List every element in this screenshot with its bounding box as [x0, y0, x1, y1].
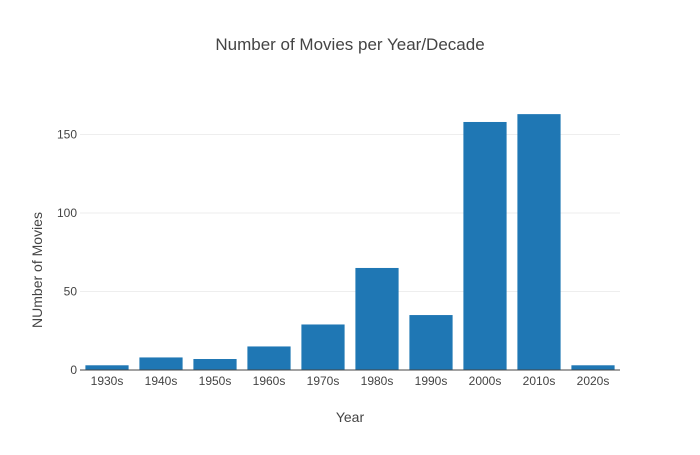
- bars: [85, 114, 615, 371]
- x-tick-label: 1930s: [91, 374, 124, 388]
- bar-1990s[interactable]: [409, 315, 453, 370]
- y-axis-title: NUmber of Movies: [29, 212, 45, 328]
- bar-1980s[interactable]: [355, 267, 399, 370]
- x-tick-label: 1950s: [199, 374, 232, 388]
- x-tick-labels: 1930s 1940s 1950s 1960s 1970s 1980s 1990s 2000s…: [91, 374, 610, 388]
- x-tick-label: 1970s: [307, 374, 340, 388]
- x-tick-label: 1990s: [415, 374, 448, 388]
- bar-2020s[interactable]: [571, 365, 615, 370]
- x-tick-label: 2010s: [523, 374, 556, 388]
- y-tick-label: 50: [64, 285, 78, 299]
- y-tick-labels: 0 50 100 150: [57, 128, 77, 377]
- x-tick-label: 1960s: [253, 374, 286, 388]
- bar-1930s[interactable]: [85, 365, 129, 370]
- bar-2000s[interactable]: [463, 121, 507, 370]
- y-tick-label: 150: [57, 128, 77, 142]
- y-tick-label: 100: [57, 206, 77, 220]
- bar-1950s[interactable]: [193, 359, 237, 370]
- x-axis-title: Year: [336, 409, 365, 425]
- x-tick-label: 2020s: [577, 374, 610, 388]
- bar-1970s[interactable]: [301, 324, 345, 370]
- x-tick-label: 2000s: [469, 374, 502, 388]
- bar-1940s[interactable]: [139, 357, 183, 370]
- bar-1960s[interactable]: [247, 346, 291, 370]
- chart-title: Number of Movies per Year/Decade: [215, 35, 484, 54]
- bar-2010s[interactable]: [517, 114, 561, 371]
- x-tick-label: 1940s: [145, 374, 178, 388]
- x-tick-label: 1980s: [361, 374, 394, 388]
- y-tick-label: 0: [70, 363, 77, 377]
